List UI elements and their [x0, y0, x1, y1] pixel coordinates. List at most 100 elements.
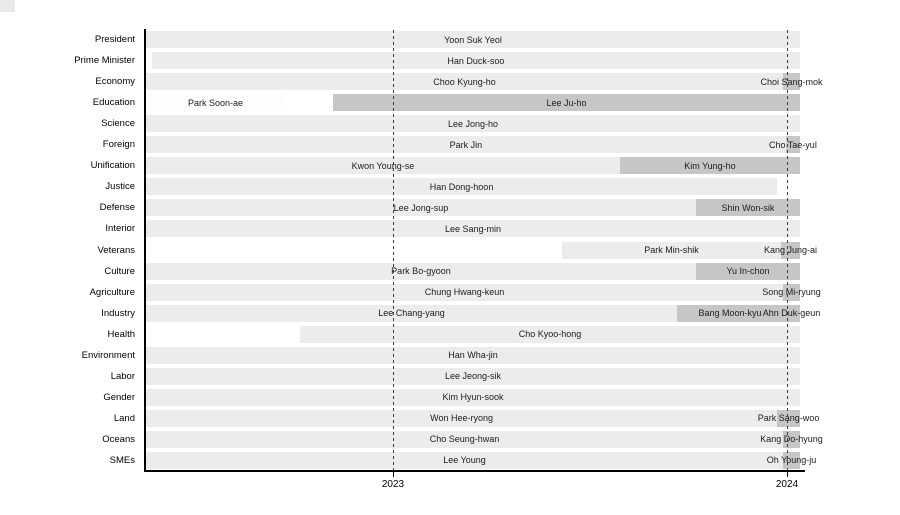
row-label-veterans: Veterans [97, 244, 136, 256]
corner-artifact [0, 0, 15, 12]
bar-segment-prime-minister: Han Duck-soo [151, 52, 800, 70]
bar-label-oceans: Kang Do-hyung [760, 434, 823, 445]
bar-segment-oceans: Cho Seung-hwan [145, 430, 784, 448]
bar-segment-smes: Lee Young [145, 451, 784, 469]
bar-label-education: Lee Ju-ho [546, 97, 587, 108]
gridline-2024 [787, 30, 788, 470]
bar-label-economy: Choo Kyung-ho [433, 76, 496, 87]
row-label-president: President [94, 34, 135, 46]
bar-label-education: Park Soon-ae [187, 97, 244, 108]
row-label-labor: Labor [110, 370, 135, 382]
row-label-agriculture: Agriculture [89, 286, 135, 298]
row-label-smes: SMEs [109, 454, 135, 466]
x-tick-label-2024: 2024 [775, 479, 799, 490]
bar-label-industry: Bang Moon-kyu [698, 308, 762, 319]
bar-label-industry: Ahn Duk-geun [762, 308, 821, 319]
bar-label-veterans: Park Min-shik [644, 245, 699, 255]
row-label-gender: Gender [103, 391, 135, 403]
bar-segment-agriculture: Chung Hwang-keun [145, 283, 784, 301]
bar-label-foreign: Cho Tae-yul [768, 139, 817, 150]
bar-segment-economy: Choo Kyung-ho [145, 73, 784, 91]
bar-segment-smes: Oh Young-ju [767, 451, 816, 469]
bar-segment-oceans: Kang Do-hyung [760, 430, 823, 448]
bar-segment-culture: Park Bo-gyoon [145, 262, 696, 280]
bar-label-industry: Lee Chang-yang [378, 308, 445, 319]
bar-label-veterans: Kang Jung-ai [764, 245, 818, 255]
y-axis-spine [144, 29, 146, 472]
bar-segment-unification: Kim Yung-ho [619, 157, 800, 175]
row-label-industry: Industry [101, 307, 135, 319]
bar-label-smes: Lee Young [443, 455, 486, 466]
bar-label-health: Cho Kyoo-hong [518, 329, 582, 340]
row-label-education: Education [92, 97, 135, 109]
bar-label-unification: Kwon Young-se [351, 160, 415, 171]
bar-segment-education: Park Soon-ae [145, 94, 286, 112]
bar-segment-veterans: Park Min-shik [562, 241, 782, 259]
bar-segment-interior: Lee Sang-min [145, 220, 800, 238]
row-label-unification: Unification [90, 160, 135, 172]
bar-label-smes: Oh Young-ju [766, 455, 817, 466]
row-label-defense: Defense [99, 202, 135, 214]
bar-segment-culture: Yu In-chon [695, 262, 800, 280]
row-label-foreign: Foreign [102, 139, 135, 151]
bar-segment-veterans: Kang Jung-ai [764, 241, 817, 259]
bar-label-agriculture: Chung Hwang-keun [424, 287, 505, 298]
bar-segment-defense: Lee Jong-sup [145, 199, 696, 217]
bar-segment-health: Cho Kyoo-hong [300, 325, 800, 343]
bar-label-culture: Yu In-chon [726, 266, 770, 277]
bar-segment-industry: Bang Moon-kyu [677, 304, 784, 322]
bar-label-economy: Choi Sang-mok [760, 76, 823, 87]
row-label-science: Science [101, 118, 135, 130]
row-label-prime-minister: Prime Minister [74, 55, 135, 67]
bar-segment-gender: Kim Hyun-sook [145, 388, 800, 406]
x-tick-label-2023: 2023 [381, 479, 405, 490]
gridline-2023 [393, 30, 394, 470]
bar-label-environment: Han Wha-jin [448, 350, 498, 361]
bar-label-unification: Kim Yung-ho [684, 160, 736, 171]
x-tick-2023 [393, 472, 394, 477]
bar-segment-president: Yoon Suk Yeol [145, 31, 800, 49]
bar-label-land: Won Hee-ryong [430, 413, 493, 424]
x-tick-2024 [787, 472, 788, 477]
bar-segment-labor: Lee Jeong-sik [145, 367, 800, 385]
bar-label-agriculture: Song Mi-ryung [762, 287, 821, 298]
bar-segment-industry: Lee Chang-yang [145, 304, 678, 322]
bar-label-justice: Han Dong-hoon [429, 181, 494, 192]
bar-segment-science: Lee Jong-ho [145, 115, 800, 133]
x-axis-spine [144, 470, 805, 472]
bar-segment-agriculture: Song Mi-ryung [762, 283, 821, 301]
row-label-interior: Interior [105, 223, 135, 235]
bar-segment-economy: Choi Sang-mok [761, 73, 823, 91]
bar-label-defense: Lee Jong-sup [393, 202, 449, 213]
bar-segment-defense: Shin Won-sik [695, 199, 800, 217]
bar-label-prime-minister: Han Duck-soo [447, 55, 505, 66]
row-label-health: Health [107, 328, 135, 340]
bar-label-interior: Lee Sang-min [444, 223, 501, 234]
bar-label-oceans: Cho Seung-hwan [429, 434, 500, 445]
row-label-justice: Justice [105, 181, 135, 193]
bar-segment-foreign: Park Jin [145, 136, 786, 154]
bar-label-president: Yoon Suk Yeol [444, 34, 502, 45]
row-label-oceans: Oceans [102, 433, 135, 445]
row-label-land: Land [113, 412, 135, 424]
bar-label-science: Lee Jong-ho [447, 118, 498, 129]
row-label-environment: Environment [81, 349, 135, 361]
bar-segment-land: Park Sang-woo [758, 409, 819, 427]
bar-label-gender: Kim Hyun-sook [442, 392, 504, 403]
bar-segment-unification: Kwon Young-se [145, 157, 620, 175]
bar-label-labor: Lee Jeong-sik [444, 371, 501, 382]
bar-segment-land: Won Hee-ryong [145, 409, 778, 427]
bar-segment-justice: Han Dong-hoon [145, 178, 778, 196]
row-label-culture: Culture [104, 265, 135, 277]
row-label-economy: Economy [95, 76, 135, 88]
bar-segment-education: Lee Ju-ho [333, 94, 800, 112]
bar-label-land: Park Sang-woo [757, 413, 820, 424]
bar-segment-industry: Ahn Duk-geun [763, 304, 820, 322]
bar-segment-foreign: Cho Tae-yul [769, 136, 817, 154]
bar-segment-environment: Han Wha-jin [145, 346, 800, 364]
bar-label-defense: Shin Won-sik [721, 202, 775, 213]
bar-label-foreign: Park Jin [449, 139, 483, 150]
bar-label-culture: Park Bo-gyoon [391, 266, 451, 277]
